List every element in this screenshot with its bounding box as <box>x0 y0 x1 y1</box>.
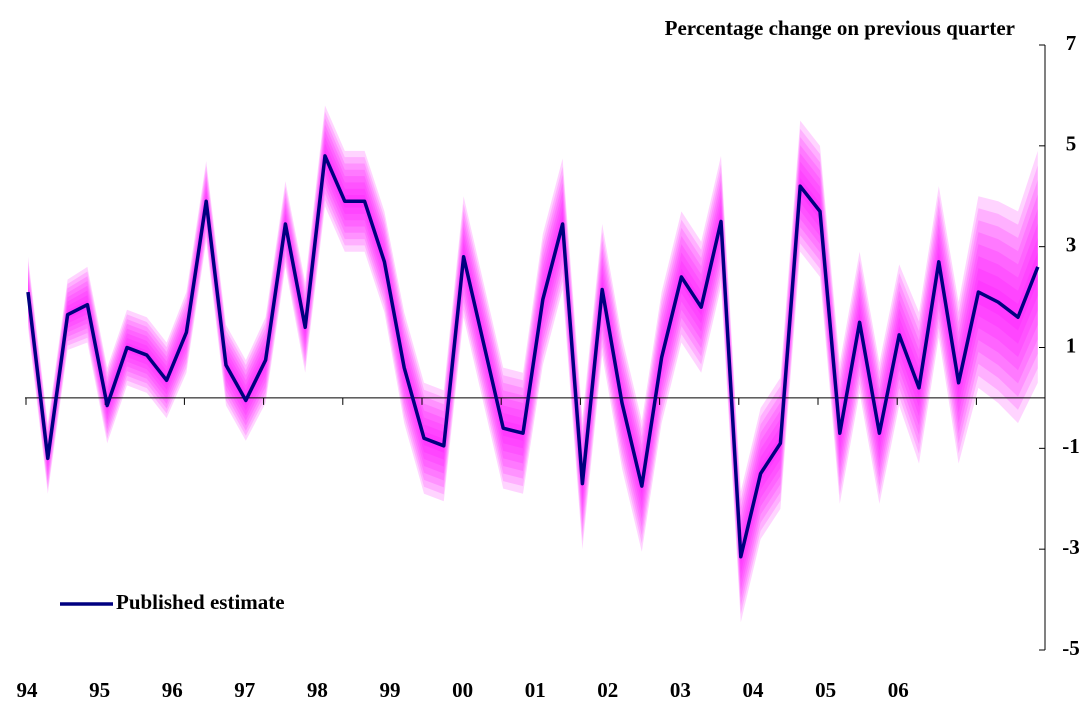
x-tick-label: 94 <box>17 678 39 702</box>
chart-title: Percentage change on previous quarter <box>665 16 1015 40</box>
x-tick-label: 99 <box>380 678 401 702</box>
x-tick-label: 00 <box>452 678 473 702</box>
y-tick-label: -1 <box>1062 434 1080 458</box>
y-tick-label: 5 <box>1066 132 1077 156</box>
legend-label: Published estimate <box>116 590 285 614</box>
x-tick-label: 02 <box>597 678 618 702</box>
x-tick-label: 97 <box>234 678 255 702</box>
y-tick-label: 1 <box>1066 333 1077 357</box>
y-tick-label: 7 <box>1066 31 1077 55</box>
y-tick-label: -5 <box>1062 636 1080 660</box>
x-tick-label: 06 <box>888 678 909 702</box>
y-tick-label: -3 <box>1062 535 1080 559</box>
line <box>26 154 1040 559</box>
x-tick-label: 04 <box>743 678 765 702</box>
x-tick-label: 03 <box>670 678 691 702</box>
x-tick-label: 05 <box>815 678 836 702</box>
y-tick-label: 3 <box>1066 232 1077 256</box>
x-tick-label: 98 <box>307 678 328 702</box>
x-tick-label: 96 <box>162 678 183 702</box>
x-tick-label: 01 <box>525 678 546 702</box>
x-tick-label: 95 <box>89 678 110 702</box>
